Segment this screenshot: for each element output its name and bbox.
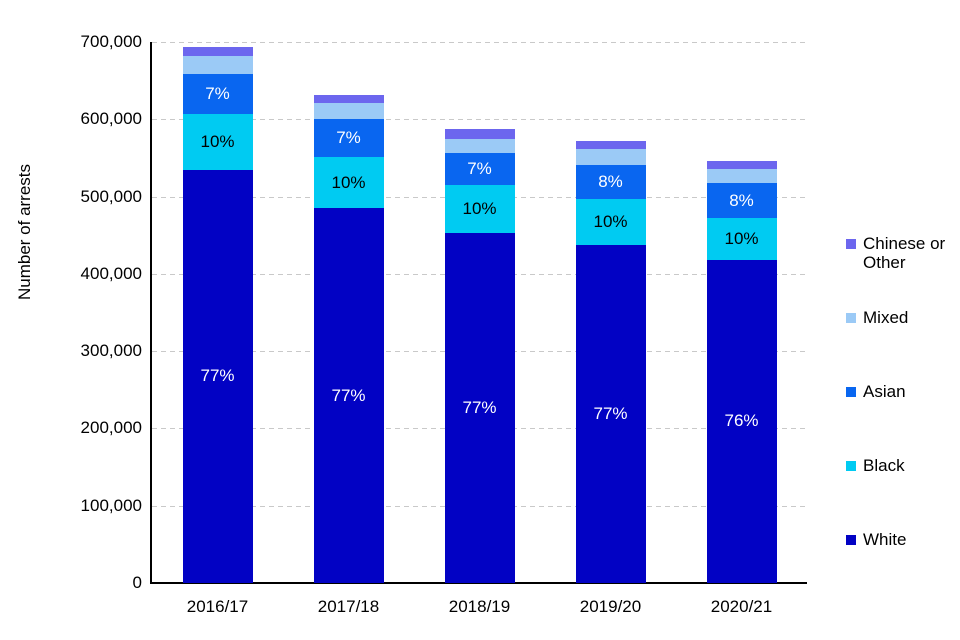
y-tick-label: 400,000: [80, 263, 142, 283]
bar-segment-chinese-or-other: [313, 94, 384, 104]
bar-segment-black: 10%: [575, 198, 646, 246]
bar-segment-mixed: [313, 103, 384, 120]
segment-percent-label: 8%: [729, 190, 754, 210]
bar-group-2019-20: 77% 10% 8%: [575, 42, 646, 583]
bar-group-2017-18: 77% 10% 7%: [313, 42, 384, 583]
bar-segment-asian: 7%: [182, 73, 253, 114]
legend-item-chinese-or-other: Chinese or Other: [846, 234, 958, 308]
x-tick-label: 2018/19: [448, 597, 511, 616]
segment-percent-label: 10%: [593, 212, 628, 232]
legend-label: Mixed: [863, 308, 909, 327]
bar-group-2018-19: 77% 10% 7%: [444, 42, 515, 583]
y-axis-line: [150, 42, 152, 583]
gridline: [152, 119, 807, 121]
bar-segment-white: 76%: [706, 259, 777, 583]
y-tick-label: 100,000: [80, 495, 142, 515]
bar-group-2016-17: 77% 10% 7%: [182, 42, 253, 583]
legend-label: Chinese or Other: [863, 234, 946, 273]
segment-percent-label: 10%: [331, 172, 366, 192]
chart-legend: Chinese or Other Mixed Asian Black White: [846, 234, 958, 604]
bar-segment-black: 10%: [706, 218, 777, 260]
segment-percent-label: 77%: [462, 397, 497, 417]
bar-segment-asian: 7%: [444, 153, 515, 185]
legend-swatch-icon: [846, 239, 856, 249]
legend-label: White: [863, 530, 907, 549]
segment-percent-label: 8%: [598, 171, 623, 191]
segment-percent-label: 77%: [331, 385, 366, 405]
bar-segment-chinese-or-other: [575, 140, 646, 149]
segment-percent-label: 7%: [205, 83, 230, 103]
y-tick-label: 0: [132, 573, 142, 592]
legend-label: Asian: [863, 382, 906, 401]
x-tick-label: 2019/20: [579, 597, 642, 616]
y-tick-label: 700,000: [80, 32, 142, 51]
bar-segment-white: 77%: [313, 208, 384, 583]
bar-segment-chinese-or-other: [444, 128, 515, 139]
legend-item-asian: Asian: [846, 382, 958, 456]
legend-swatch-icon: [846, 461, 856, 471]
bar-segment-mixed: [575, 148, 646, 165]
segment-percent-label: 10%: [462, 198, 497, 218]
legend-item-white: White: [846, 530, 958, 604]
y-tick-label: 300,000: [80, 341, 142, 361]
bar-segment-asian: 8%: [706, 183, 777, 219]
legend-label: Black: [863, 456, 905, 475]
bar-segment-white: 77%: [182, 169, 253, 583]
segment-percent-label: 10%: [200, 131, 235, 151]
y-tick-label: 500,000: [80, 186, 142, 206]
x-tick-label: 2020/21: [710, 597, 773, 616]
segment-percent-label: 7%: [467, 159, 492, 179]
x-axis-line: [150, 582, 807, 584]
x-tick-label: 2016/17: [186, 597, 249, 616]
bar-segment-mixed: [182, 55, 253, 74]
legend-swatch-icon: [846, 387, 856, 397]
bar-segment-white: 77%: [575, 245, 646, 583]
legend-item-black: Black: [846, 456, 958, 530]
bar-segment-white: 77%: [444, 232, 515, 583]
legend-item-mixed: Mixed: [846, 308, 958, 382]
segment-percent-label: 7%: [336, 128, 361, 148]
segment-percent-label: 76%: [724, 411, 759, 431]
bar-segment-chinese-or-other: [706, 161, 777, 169]
bar-segment-asian: 8%: [575, 164, 646, 199]
bar-segment-mixed: [706, 168, 777, 184]
segment-percent-label: 77%: [200, 366, 235, 386]
segment-percent-label: 10%: [724, 229, 759, 249]
bar-segment-mixed: [444, 138, 515, 154]
gridline: [152, 42, 807, 43]
bar-segment-black: 10%: [182, 113, 253, 170]
legend-swatch-icon: [846, 313, 856, 323]
plot-area: 77% 10% 7% 77% 10% 7% 77% 10% 7% 77% 10% 8% 76% 10% 8%: [152, 42, 807, 583]
segment-percent-label: 77%: [593, 404, 628, 424]
bar-segment-black: 10%: [444, 185, 515, 233]
bar-segment-black: 10%: [313, 157, 384, 209]
x-tick-label: 2017/18: [317, 597, 380, 616]
y-tick-label: 200,000: [80, 418, 142, 438]
bar-segment-chinese-or-other: [182, 46, 253, 56]
bar-group-2020-21: 76% 10% 8%: [706, 42, 777, 583]
legend-swatch-icon: [846, 535, 856, 545]
y-tick-label: 600,000: [80, 109, 142, 129]
bar-segment-asian: 7%: [313, 119, 384, 158]
